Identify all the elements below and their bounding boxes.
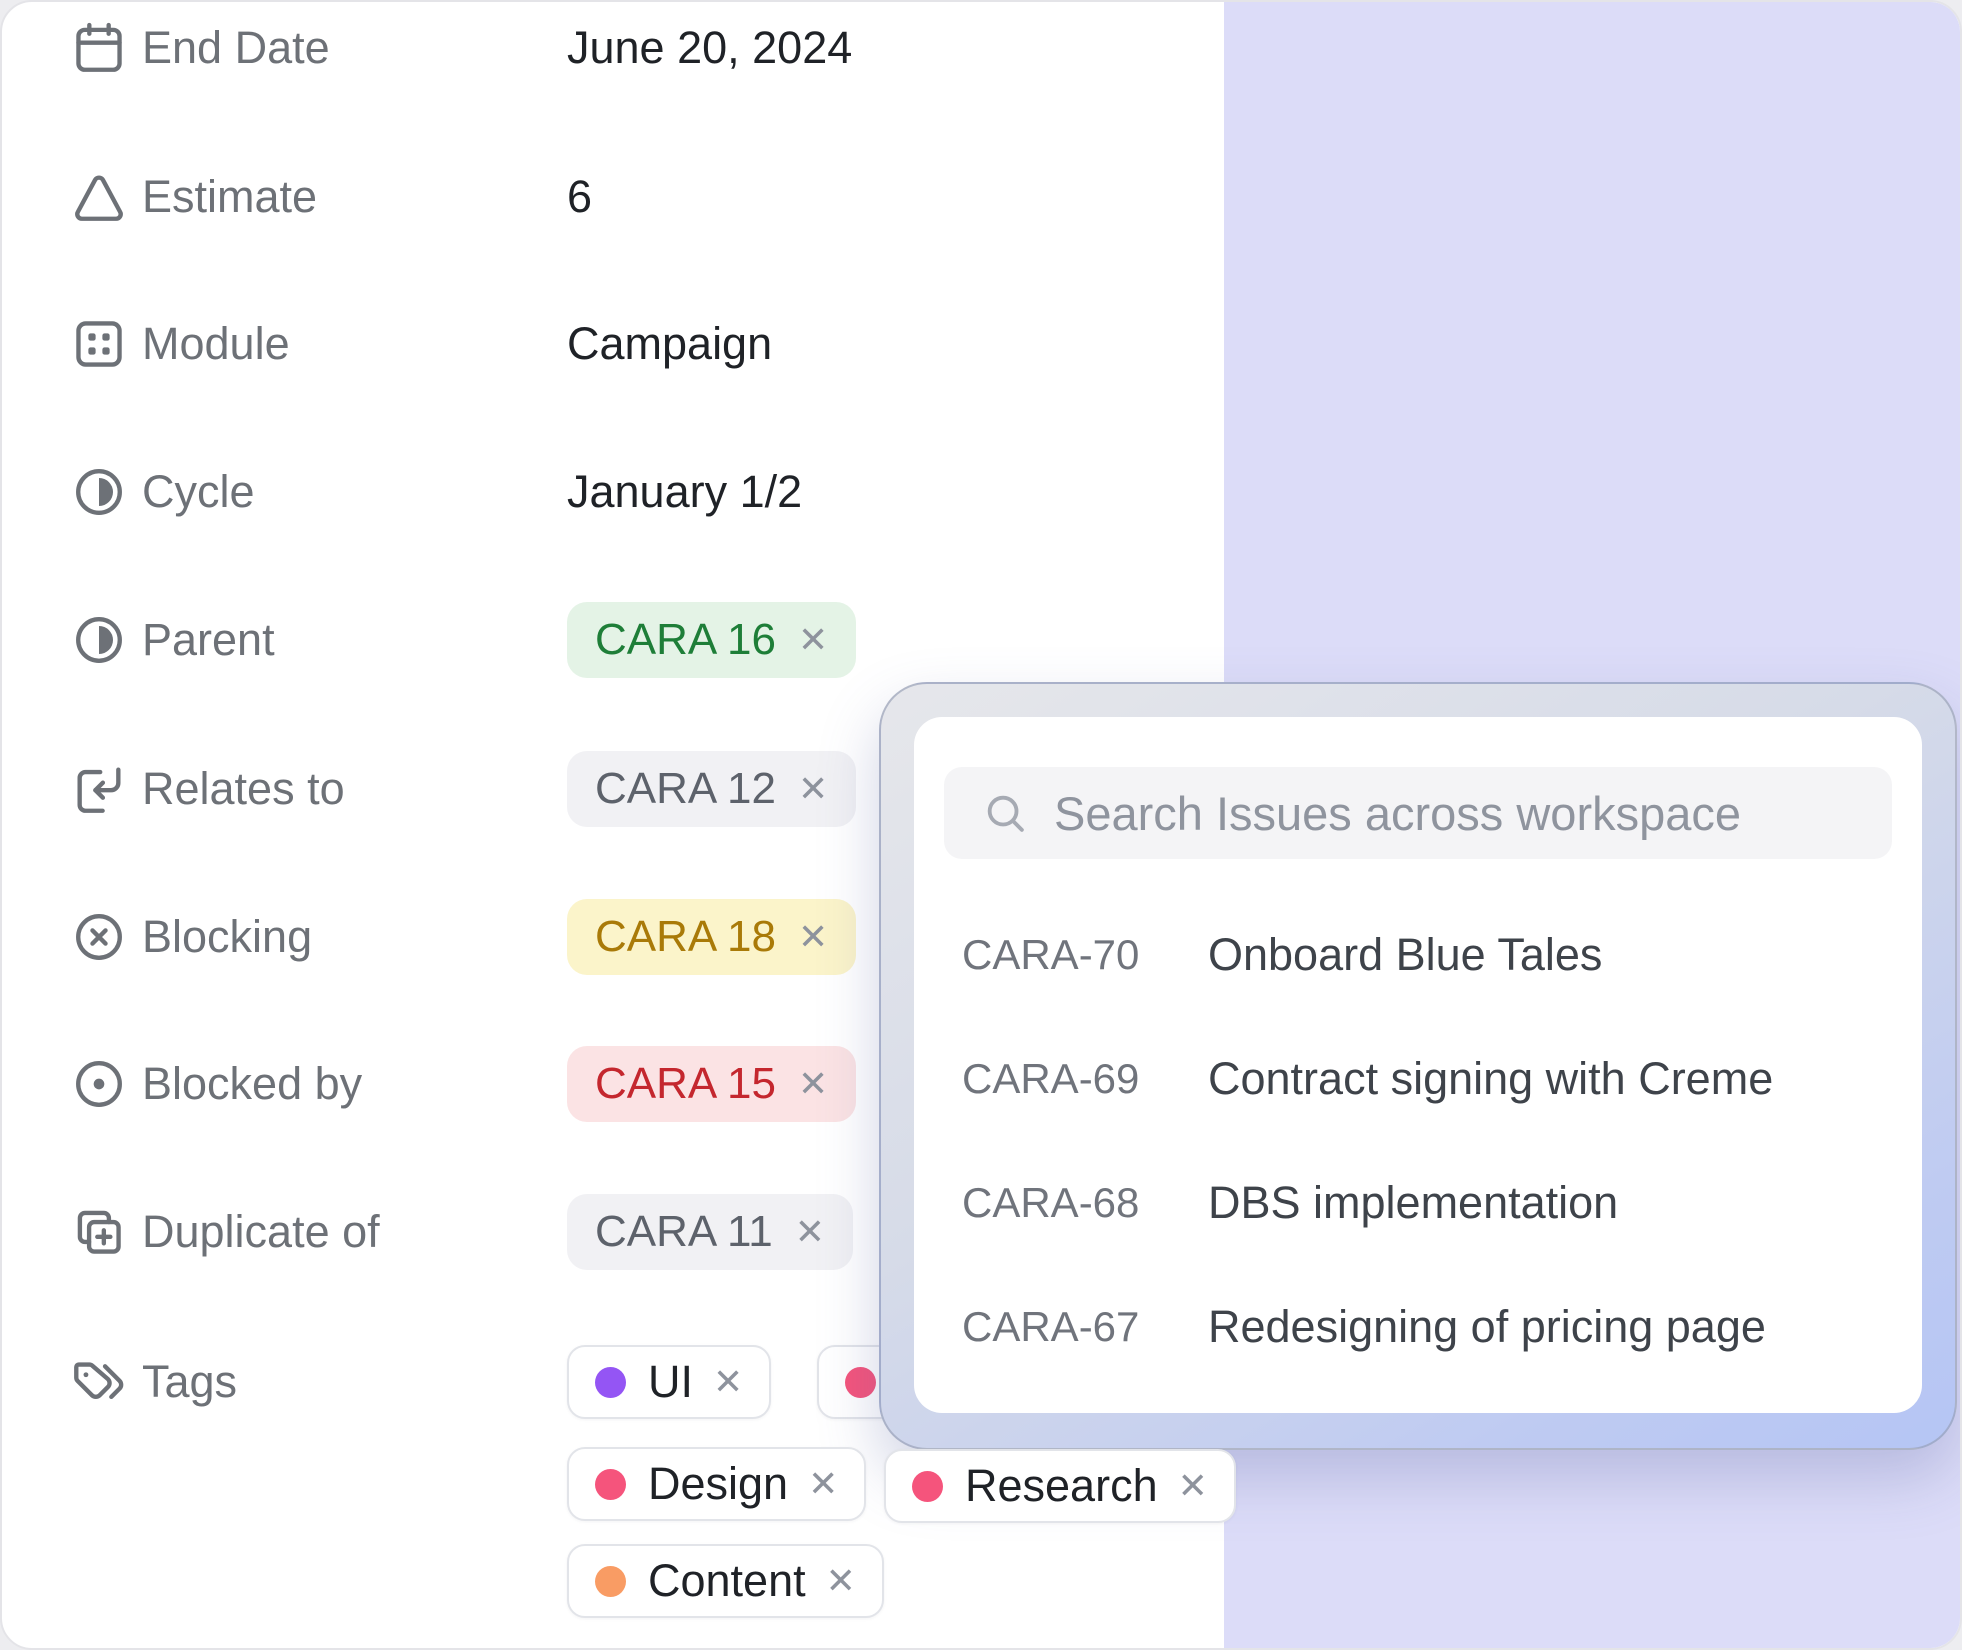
blocked-by-chip[interactable]: CARA 15 ✕ <box>567 1046 857 1122</box>
property-label: Parent <box>142 614 275 665</box>
property-label: Duplicate of <box>142 1206 380 1257</box>
remove-icon[interactable]: ✕ <box>797 768 829 809</box>
end-date-value[interactable]: June 20, 2024 <box>567 22 853 73</box>
circle-dot-icon <box>70 1055 128 1113</box>
chip-text: CARA 18 <box>595 912 776 961</box>
module-value[interactable]: Campaign <box>567 318 773 369</box>
result-title: Onboard Blue Tales <box>1208 929 1603 980</box>
property-row-parent: Parent CARA 16 ✕ <box>70 595 1200 685</box>
relates-to-chip[interactable]: CARA 12 ✕ <box>567 751 857 827</box>
cycle-icon <box>70 463 128 521</box>
property-row-cycle: Cycle January 1/2 <box>70 447 1200 537</box>
copy-plus-icon <box>70 1203 128 1261</box>
property-label: Blocked by <box>142 1058 363 1109</box>
parent-chip[interactable]: CARA 16 ✕ <box>567 602 857 678</box>
module-icon <box>70 315 128 373</box>
chip-text: CARA 15 <box>595 1059 776 1108</box>
tag-label: UI <box>648 1356 693 1407</box>
result-title: Contract signing with Creme <box>1208 1053 1774 1104</box>
issue-search-popup: CARA-70 Onboard Blue Tales CARA-69 Contr… <box>879 682 1957 1450</box>
search-result-row[interactable]: CARA-67 Redesigning of pricing page <box>944 1265 1892 1389</box>
tag-chip-design[interactable]: Design ✕ <box>567 1447 867 1521</box>
issue-search-popup-body: CARA-70 Onboard Blue Tales CARA-69 Contr… <box>914 717 1922 1413</box>
contrast-icon <box>70 611 128 669</box>
tag-color-dot <box>595 1468 626 1500</box>
search-result-row[interactable]: CARA-68 DBS implementation <box>944 1141 1892 1265</box>
result-id: CARA-70 <box>962 931 1140 978</box>
property-row-blocked-by: Blocked by CARA 15 ✕ <box>70 1039 1200 1129</box>
property-row-relates-to: Relates to CARA 12 ✕ <box>70 744 1200 834</box>
property-label: Module <box>142 318 290 369</box>
remove-icon[interactable]: ✕ <box>808 1463 839 1504</box>
cycle-value[interactable]: January 1/2 <box>567 466 803 517</box>
tag-chip-ui[interactable]: UI ✕ <box>567 1345 772 1419</box>
chip-text: CARA 11 <box>595 1207 773 1256</box>
property-label: Cycle <box>142 466 255 517</box>
tag-label: Research <box>965 1460 1158 1511</box>
result-title: Redesigning of pricing page <box>1208 1301 1766 1352</box>
calendar-icon <box>70 19 128 77</box>
property-label: Blocking <box>142 911 313 962</box>
property-row-duplicate-of: Duplicate of CARA 11 ✕ <box>70 1187 1200 1277</box>
property-label: Estimate <box>142 171 318 222</box>
triangle-icon <box>70 168 128 226</box>
remove-icon[interactable]: ✕ <box>797 619 829 660</box>
property-row-tags: Tags <box>70 1337 1200 1427</box>
result-id: CARA-68 <box>962 1179 1140 1226</box>
remove-icon[interactable]: ✕ <box>797 916 829 957</box>
result-title: DBS implementation <box>1208 1177 1619 1228</box>
remove-icon[interactable]: ✕ <box>825 1560 856 1601</box>
search-input[interactable] <box>1054 785 1854 841</box>
duplicate-of-chip[interactable]: CARA 11 ✕ <box>567 1194 853 1270</box>
chip-text: CARA 12 <box>595 764 776 813</box>
result-id: CARA-69 <box>962 1055 1140 1102</box>
search-result-row[interactable]: CARA-70 Onboard Blue Tales <box>944 893 1892 1017</box>
property-row-estimate: Estimate 6 <box>70 152 1200 242</box>
property-row-end-date: End Date June 20, 2024 <box>70 3 1200 93</box>
tag-chip-research[interactable]: Research ✕ <box>884 1449 1236 1523</box>
tag-label: Design <box>648 1458 789 1509</box>
tag-color-dot <box>912 1470 943 1502</box>
chip-text: CARA 16 <box>595 615 776 664</box>
tag-color-dot <box>845 1366 876 1398</box>
property-row-module: Module Campaign <box>70 299 1200 389</box>
tags-icon <box>70 1353 128 1411</box>
tag-chip-content[interactable]: Content ✕ <box>567 1544 884 1618</box>
relates-icon <box>70 760 128 818</box>
circle-x-icon <box>70 908 128 966</box>
property-row-blocking: Blocking CARA 18 ✕ <box>70 892 1200 982</box>
tag-color-dot <box>595 1565 626 1597</box>
blocking-chip[interactable]: CARA 18 ✕ <box>567 899 857 975</box>
search-box[interactable] <box>944 767 1892 859</box>
property-label: Tags <box>142 1356 238 1407</box>
tag-label: Content <box>648 1555 806 1606</box>
search-icon <box>987 795 1024 832</box>
result-id: CARA-67 <box>962 1303 1140 1350</box>
tag-color-dot <box>595 1366 626 1398</box>
remove-icon[interactable]: ✕ <box>797 1063 829 1104</box>
remove-icon[interactable]: ✕ <box>794 1211 825 1252</box>
search-result-row[interactable]: CARA-69 Contract signing with Creme <box>944 1017 1892 1141</box>
property-label: End Date <box>142 22 330 73</box>
remove-icon[interactable]: ✕ <box>1177 1465 1208 1506</box>
remove-icon[interactable]: ✕ <box>713 1361 744 1402</box>
property-label: Relates to <box>142 763 345 814</box>
estimate-value[interactable]: 6 <box>567 171 593 222</box>
